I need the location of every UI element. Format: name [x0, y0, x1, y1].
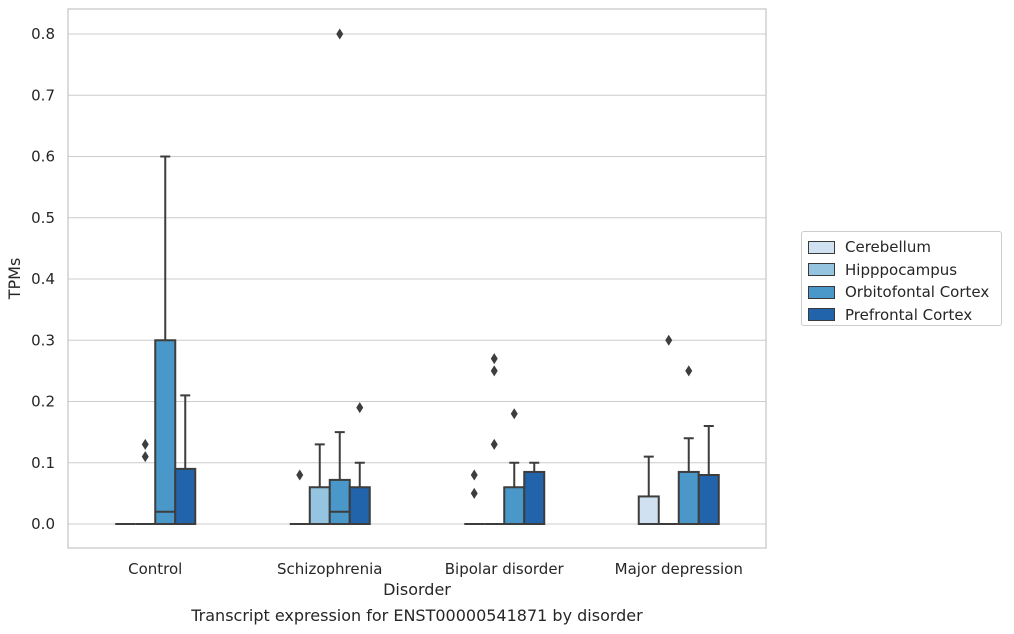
box [523, 470, 546, 525]
outlier-point [510, 408, 518, 420]
y-tick-label: 0.8 [31, 25, 55, 43]
outlier-point [490, 353, 498, 365]
outlier-point [336, 28, 344, 40]
box [348, 486, 371, 525]
x-axis-title: Disorder [383, 580, 451, 599]
legend-label: Prefrontal Cortex [845, 305, 973, 324]
legend-label: Hipppocampus [845, 260, 958, 279]
box [677, 470, 700, 525]
chart-caption: Transcript expression for ENST0000054187… [191, 606, 643, 625]
legend-swatch [808, 240, 835, 254]
y-tick-label: 0.6 [31, 148, 55, 166]
box [154, 339, 177, 525]
box [174, 467, 197, 525]
y-tick-label: 0.7 [31, 86, 55, 104]
x-tick-label: Control [128, 560, 182, 578]
y-tick-label: 0.3 [31, 331, 55, 349]
box [697, 474, 720, 525]
y-tick-label: 0.1 [31, 454, 55, 472]
outlier-point [141, 451, 149, 463]
x-tick-label: Bipolar disorder [445, 560, 565, 578]
legend-label: Cerebellum [845, 238, 931, 257]
outlier-point [296, 469, 304, 481]
y-tick-label: 0.5 [31, 209, 55, 227]
legend-swatch [808, 285, 835, 299]
legend-item: Orbitofontal Cortex [808, 281, 1001, 304]
x-tick-label: Major depression [615, 560, 743, 578]
legend-item: Cerebellum [808, 236, 1001, 259]
chart-legend: Cerebellum Hipppocampus Orbitofontal Corte… [801, 231, 1002, 326]
outlier-point [356, 402, 364, 414]
outlier-point [490, 438, 498, 450]
outlier-point [470, 487, 478, 499]
legend-swatch [808, 263, 835, 277]
box [637, 495, 660, 525]
outlier-point [470, 469, 478, 481]
y-tick-label: 0.2 [31, 393, 55, 411]
outlier-point [685, 365, 693, 377]
legend-label: Orbitofontal Cortex [845, 283, 990, 302]
outlier-point [665, 334, 673, 346]
y-tick-label: 0.4 [31, 270, 55, 288]
legend-item: Hipppocampus [808, 259, 1001, 282]
box [308, 486, 331, 525]
x-tick-label: Schizophrenia [277, 560, 382, 578]
y-axis-title: TPMs [5, 258, 24, 301]
box [328, 478, 351, 525]
box [503, 486, 526, 525]
outlier-point [141, 438, 149, 450]
outlier-point [490, 365, 498, 377]
y-tick-label: 0.0 [31, 515, 55, 533]
plot-frame [67, 8, 767, 549]
legend-item: Prefrontal Cortex [808, 304, 1001, 327]
legend-swatch [808, 308, 835, 322]
